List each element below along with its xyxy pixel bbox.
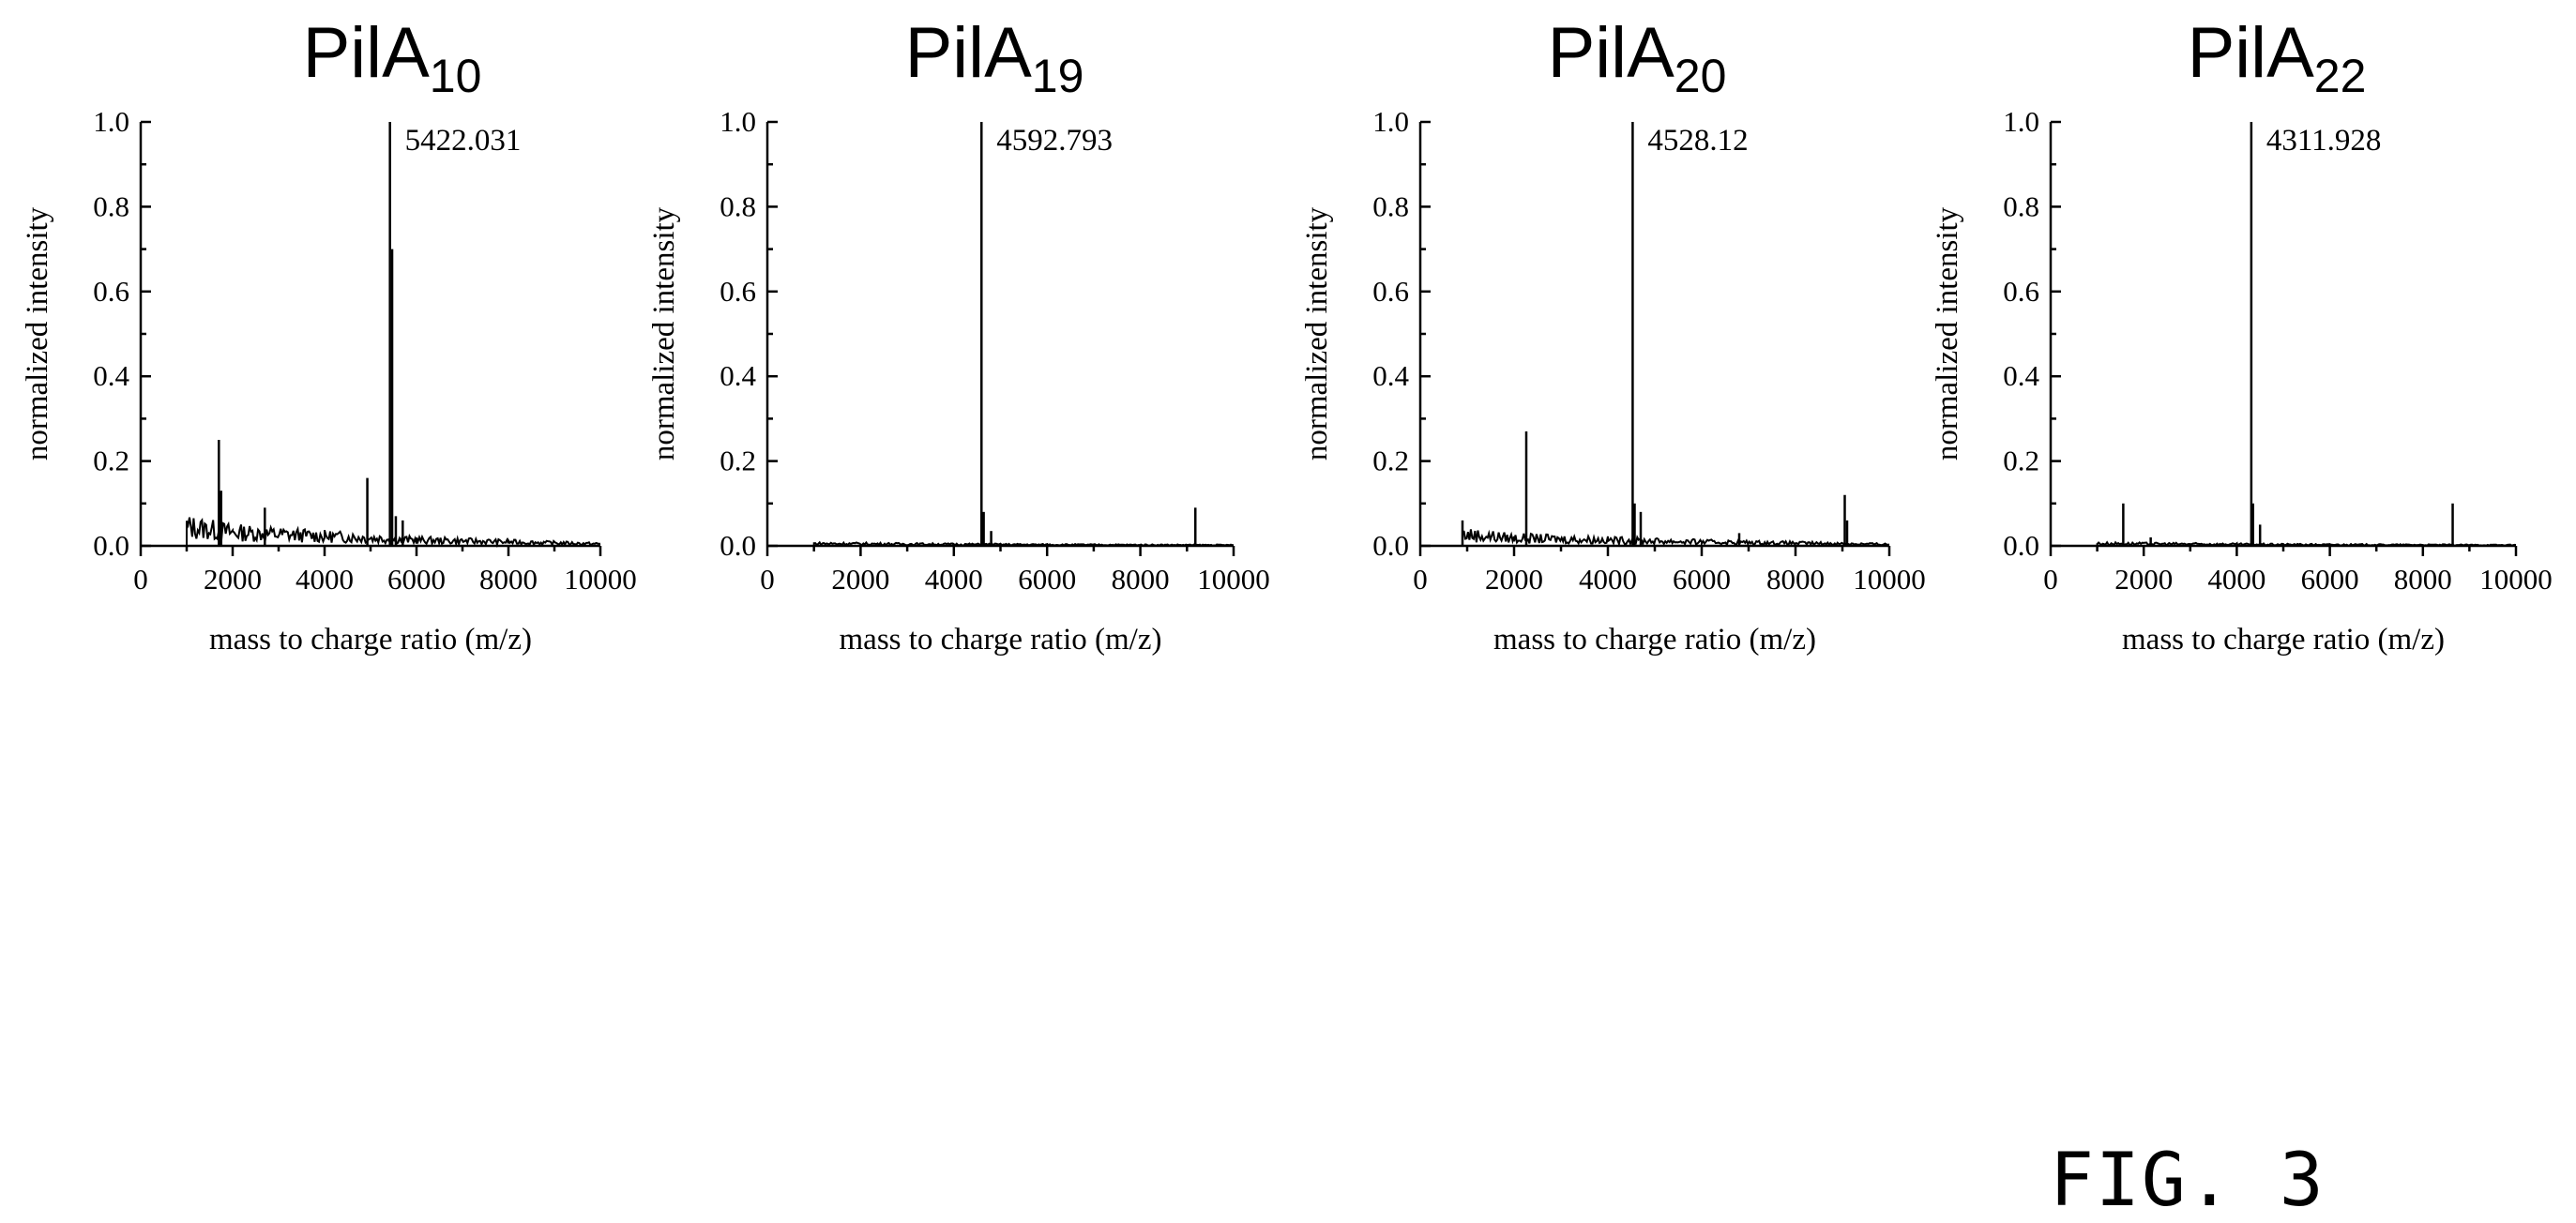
y-tick-label: 0.2	[2003, 445, 2039, 477]
spectrum-baseline	[2051, 540, 2517, 547]
y-tick-label: 0.4	[93, 359, 129, 392]
y-tick-label: 0.4	[720, 359, 756, 392]
x-tick-label: 2000	[204, 563, 262, 596]
panel-title-main: PilA	[303, 13, 430, 93]
x-tick-label: 8000	[2394, 563, 2452, 596]
chart-panel-19: PilA19 0.0 0.2 0.4 0.6 0.8 1.0 0 2000 4000 6000 800…	[647, 13, 1270, 657]
x-tick-label: 0	[760, 563, 775, 596]
x-tick-label: 0	[133, 563, 148, 596]
x-axis-label: mass to charge ratio (m/z)	[840, 623, 1162, 657]
y-tick-label: 0.4	[2003, 359, 2039, 392]
chart-panel-22: PilA22 0.0 0.2 0.4 0.6 0.8 1.0 0 2000 4000 6000 800…	[1931, 13, 2553, 657]
y-tick-label: 0.0	[1372, 529, 1409, 562]
x-tick-label: 4000	[1579, 563, 1637, 596]
x-tick-label: 10000	[1853, 563, 1926, 596]
y-tick-label: 1.0	[2003, 105, 2039, 138]
y-tick-label: 1.0	[1372, 105, 1409, 138]
x-tick-label: 6000	[1018, 563, 1076, 596]
y-tick-label: 0.8	[1372, 189, 1409, 222]
peak-label: 4528.12	[1647, 124, 1748, 158]
x-tick-label: 0	[1413, 563, 1428, 596]
x-tick-label: 10000	[2479, 563, 2553, 596]
x-tick-label: 8000	[1112, 563, 1170, 596]
panel-title-main: PilA	[1548, 13, 1674, 93]
x-axis-label: mass to charge ratio (m/z)	[1493, 623, 1816, 657]
y-axis-label: normalized intensity	[21, 206, 54, 461]
y-tick-label: 0.8	[93, 189, 129, 222]
x-tick-label: 6000	[387, 563, 446, 596]
x-tick-label: 10000	[1197, 563, 1270, 596]
x-tick-label: 2000	[2114, 563, 2173, 596]
panel-title-subscript: 22	[2314, 50, 2367, 102]
y-tick-label: 0.2	[93, 445, 129, 477]
panel-title-main: PilA	[905, 13, 1032, 93]
y-tick-label: 0.0	[720, 529, 756, 562]
x-tick-label: 0	[2043, 563, 2058, 596]
x-tick-label: 2000	[1485, 563, 1543, 596]
x-tick-label: 2000	[831, 563, 889, 596]
y-tick-label: 0.4	[1372, 359, 1409, 392]
peak-label: 5422.031	[405, 124, 522, 158]
panel-title-subscript: 10	[430, 50, 482, 102]
panel-title: PilA22	[2188, 13, 2367, 102]
y-tick-label: 0.6	[1372, 275, 1409, 308]
x-axis-label: mass to charge ratio (m/z)	[209, 623, 532, 657]
panel-title: PilA10	[303, 13, 482, 102]
peak-label: 4592.793	[996, 124, 1113, 158]
peak-label: 4311.928	[2266, 124, 2382, 158]
y-axis-label: normalized intensity	[1300, 206, 1334, 461]
figure-label: FIG. 3	[2050, 1139, 2326, 1223]
x-tick-label: 8000	[1766, 563, 1825, 596]
y-axis-label: normalized intensity	[647, 206, 681, 461]
y-tick-label: 0.6	[2003, 275, 2039, 308]
y-tick-label: 0.8	[2003, 189, 2039, 222]
panel-title-subscript: 19	[1032, 50, 1084, 102]
y-tick-label: 0.6	[93, 275, 129, 308]
y-tick-label: 0.0	[93, 529, 129, 562]
y-axis-label: normalized intensity	[1931, 206, 1964, 461]
x-axis-label: mass to charge ratio (m/z)	[2122, 623, 2445, 657]
y-tick-label: 0.8	[720, 189, 756, 222]
panel-title: PilA19	[905, 13, 1084, 102]
y-tick-label: 1.0	[720, 105, 756, 138]
spectrum-baseline	[1420, 529, 1890, 548]
y-tick-label: 0.0	[2003, 529, 2039, 562]
x-tick-label: 6000	[1673, 563, 1731, 596]
spectrum-baseline	[767, 540, 1235, 548]
panel-title-subscript: 20	[1674, 50, 1727, 102]
x-tick-label: 8000	[479, 563, 538, 596]
panel-title-main: PilA	[2188, 13, 2314, 93]
y-tick-label: 0.2	[1372, 445, 1409, 477]
x-tick-label: 6000	[2301, 563, 2359, 596]
chart-panel-20: PilA20 0.0 0.2 0.4 0.6 0.8 1.0 0 2000 4000 6000 800…	[1300, 13, 1926, 657]
y-tick-label: 0.2	[720, 445, 756, 477]
y-tick-label: 0.6	[720, 275, 756, 308]
panel-title: PilA20	[1548, 13, 1727, 102]
chart-panel-10: PilA10 0.0 0.2 0.4 0.6 0.8 1.0 0 2000 4000 6000 800…	[21, 13, 637, 657]
y-tick-label: 1.0	[93, 105, 129, 138]
x-tick-label: 10000	[564, 563, 637, 596]
x-tick-label: 4000	[2207, 563, 2265, 596]
x-tick-label: 4000	[295, 563, 354, 596]
x-tick-label: 4000	[925, 563, 983, 596]
spectrum-baseline	[141, 517, 601, 549]
